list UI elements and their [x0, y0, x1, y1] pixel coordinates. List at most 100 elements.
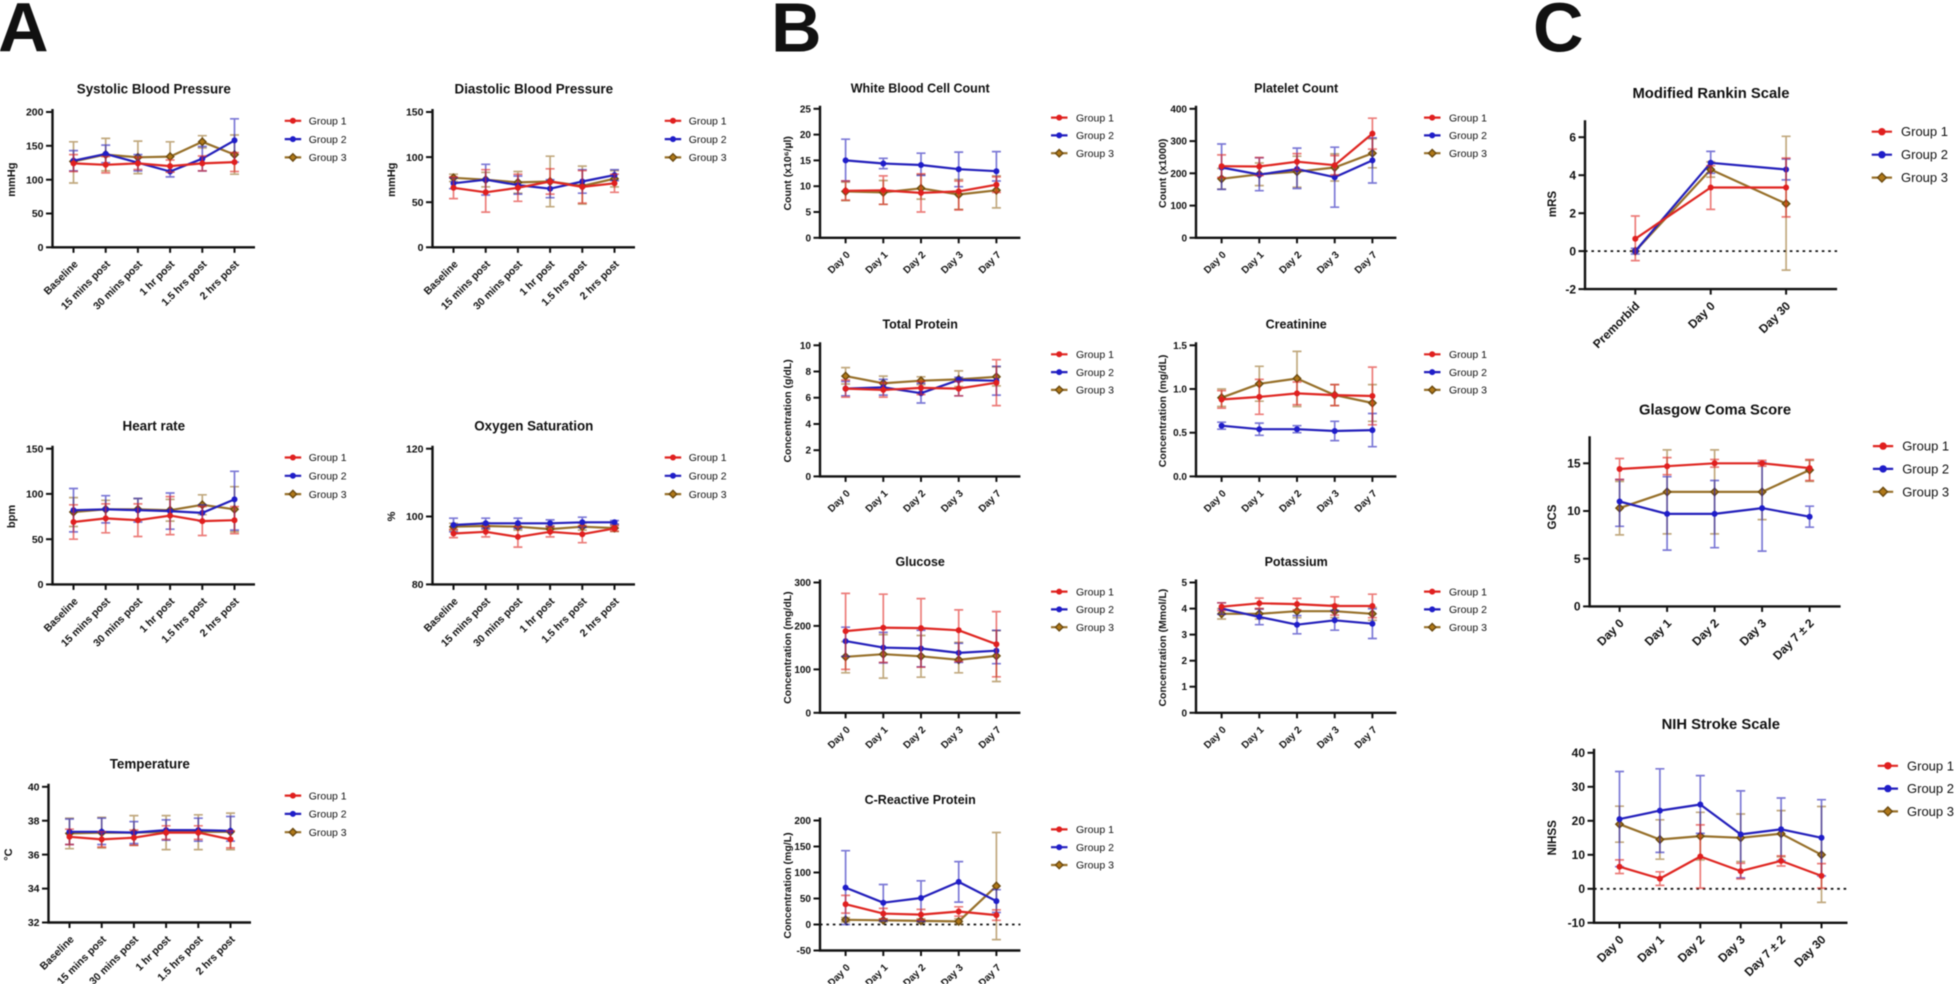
svg-text:6: 6: [805, 393, 811, 404]
svg-text:40: 40: [28, 782, 40, 794]
svg-text:20: 20: [1572, 814, 1586, 828]
svg-text:GCS: GCS: [1547, 504, 1559, 529]
svg-text:20: 20: [800, 130, 812, 141]
svg-text:1.5: 1.5: [1173, 341, 1187, 352]
svg-text:White Blood Cell Count: White Blood Cell Count: [851, 81, 991, 95]
svg-text:Oxygen Saturation: Oxygen Saturation: [474, 418, 593, 433]
svg-text:A: A: [0, 0, 49, 67]
svg-text:Group 1: Group 1: [309, 452, 347, 464]
svg-text:4: 4: [805, 420, 811, 431]
svg-text:Group 2: Group 2: [1076, 842, 1114, 854]
svg-text:Group 3: Group 3: [1076, 385, 1114, 397]
svg-text:Group 1: Group 1: [1076, 112, 1114, 124]
svg-text:Group 1: Group 1: [1901, 124, 1948, 139]
svg-text:50: 50: [32, 208, 44, 220]
svg-text:Concentration (g/dL): Concentration (g/dL): [782, 359, 794, 462]
svg-text:Group 1: Group 1: [689, 116, 727, 128]
svg-text:150: 150: [794, 842, 811, 853]
svg-text:Group 3: Group 3: [1076, 860, 1114, 872]
svg-text:Group 3: Group 3: [1449, 385, 1487, 397]
svg-text:0.0: 0.0: [1173, 472, 1187, 483]
svg-text:Group 3: Group 3: [1076, 622, 1114, 634]
svg-text:Group 2: Group 2: [1076, 604, 1114, 616]
svg-text:Group 1: Group 1: [309, 116, 347, 128]
svg-text:Concentration (mg/dL): Concentration (mg/dL): [782, 591, 794, 704]
svg-text:Platelet Count: Platelet Count: [1254, 81, 1339, 95]
svg-text:Temperature: Temperature: [110, 757, 190, 772]
svg-text:100: 100: [26, 174, 44, 186]
svg-text:Group 2: Group 2: [1902, 461, 1949, 476]
svg-text:40: 40: [1572, 746, 1586, 760]
svg-text:10: 10: [800, 182, 812, 193]
svg-text:15: 15: [800, 156, 812, 167]
svg-text:Group 2: Group 2: [1076, 130, 1114, 142]
svg-text:200: 200: [794, 816, 811, 827]
svg-text:Group 2: Group 2: [1449, 367, 1487, 379]
svg-text:Count (x10⁶/µl): Count (x10⁶/µl): [782, 136, 794, 210]
svg-text:32: 32: [28, 917, 40, 929]
svg-text:mmHg: mmHg: [386, 163, 398, 197]
svg-text:100: 100: [406, 152, 424, 164]
svg-text:10: 10: [1572, 848, 1586, 862]
svg-text:200: 200: [794, 621, 811, 632]
svg-text:Group 1: Group 1: [1076, 349, 1114, 361]
svg-text:%: %: [386, 511, 398, 521]
svg-text:Count (x1000): Count (x1000): [1157, 139, 1169, 208]
svg-text:Group 2: Group 2: [689, 134, 727, 146]
svg-text:Concentration (mg/dL): Concentration (mg/dL): [1157, 355, 1169, 468]
svg-text:Group 1: Group 1: [1902, 439, 1949, 454]
svg-text:-2: -2: [1565, 282, 1576, 296]
svg-text:15: 15: [1567, 457, 1581, 471]
svg-text:Group 3: Group 3: [1449, 622, 1487, 634]
svg-text:Group 1: Group 1: [1449, 349, 1487, 361]
svg-text:120: 120: [406, 443, 424, 455]
svg-text:Potassium: Potassium: [1265, 555, 1328, 569]
svg-text:Systolic Blood Pressure: Systolic Blood Pressure: [77, 82, 231, 97]
svg-text:4: 4: [1181, 604, 1187, 615]
svg-text:Group 3: Group 3: [309, 489, 347, 501]
svg-text:C-Reactive Protein: C-Reactive Protein: [865, 793, 976, 807]
svg-text:Group 3: Group 3: [1907, 804, 1954, 819]
svg-text:0: 0: [1578, 882, 1585, 896]
svg-text:0: 0: [805, 708, 811, 719]
svg-text:mRS: mRS: [1547, 191, 1559, 218]
svg-text:Group 2: Group 2: [309, 471, 347, 483]
svg-text:2: 2: [1569, 206, 1576, 220]
svg-text:Heart rate: Heart rate: [123, 418, 186, 433]
svg-text:Group 1: Group 1: [1907, 758, 1954, 773]
svg-text:bpm: bpm: [6, 505, 18, 528]
svg-text:0: 0: [1181, 233, 1187, 244]
svg-text:Glasgow Coma Score: Glasgow Coma Score: [1639, 403, 1791, 419]
svg-text:100: 100: [406, 511, 424, 523]
svg-text:4: 4: [1569, 168, 1576, 182]
svg-text:1: 1: [1181, 682, 1187, 693]
svg-text:0: 0: [38, 579, 44, 591]
svg-text:Group 2: Group 2: [1449, 130, 1487, 142]
svg-text:5: 5: [805, 208, 811, 219]
svg-text:2: 2: [1181, 656, 1187, 667]
svg-text:36: 36: [28, 849, 40, 861]
svg-text:0: 0: [418, 242, 424, 254]
svg-text:Group 3: Group 3: [689, 489, 727, 501]
svg-text:C: C: [1533, 0, 1584, 67]
svg-text:Group 3: Group 3: [1449, 148, 1487, 160]
svg-text:Group 3: Group 3: [1901, 170, 1948, 185]
svg-text:200: 200: [26, 107, 44, 119]
svg-text:8: 8: [805, 367, 811, 378]
svg-text:Concentration (mg/L): Concentration (mg/L): [782, 832, 794, 938]
svg-text:0: 0: [1569, 244, 1576, 258]
svg-text:Group 1: Group 1: [309, 790, 347, 802]
svg-text:6: 6: [1569, 130, 1576, 144]
svg-text:Group 2: Group 2: [1449, 604, 1487, 616]
svg-text:Group 1: Group 1: [689, 452, 727, 464]
svg-text:Diastolic Blood Pressure: Diastolic Blood Pressure: [455, 82, 614, 97]
svg-text:80: 80: [412, 579, 424, 591]
svg-text:NIHSS: NIHSS: [1547, 820, 1559, 855]
svg-text:50: 50: [412, 197, 424, 209]
svg-text:1.0: 1.0: [1173, 385, 1187, 396]
svg-text:5: 5: [1181, 578, 1187, 589]
svg-text:Group 3: Group 3: [309, 827, 347, 839]
svg-text:0: 0: [805, 472, 811, 483]
svg-text:25: 25: [800, 104, 812, 115]
svg-text:100: 100: [1170, 201, 1187, 212]
